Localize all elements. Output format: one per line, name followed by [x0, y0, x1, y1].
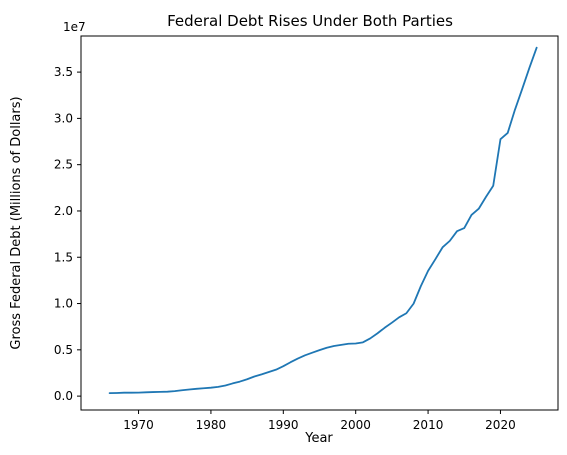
x-tick-label: 1990 — [268, 418, 299, 432]
y-axis-label: Gross Federal Debt (Millions of Dollars) — [9, 96, 24, 349]
series-layer — [108, 46, 538, 395]
y-axis-scale-label: 1e7 — [63, 20, 86, 34]
y-tick-label: 0.0 — [54, 389, 73, 403]
x-axis-label: Year — [304, 431, 333, 446]
y-tick-label: 3.0 — [54, 111, 73, 125]
x-tick-label: 2020 — [485, 418, 516, 432]
y-tick-label: 2.5 — [54, 158, 73, 172]
y-tick-label: 1.0 — [54, 297, 73, 311]
series-line — [108, 46, 538, 395]
y-tick-label: 3.5 — [54, 65, 73, 79]
chart-title: Federal Debt Rises Under Both Parties — [167, 12, 453, 30]
y-axis-ticks: 0.0 0.5 1.0 1.5 2.0 2.5 3.0 3.5 — [54, 65, 81, 403]
x-tick-label: 2000 — [340, 418, 371, 432]
x-axis-ticks: 1970 1980 1990 2000 2010 2020 — [123, 410, 516, 432]
x-tick-label: 1970 — [123, 418, 154, 432]
y-tick-label: 0.5 — [54, 343, 73, 357]
y-tick-label: 1.5 — [54, 250, 73, 264]
plot-frame — [80, 35, 559, 411]
y-tick-label: 2.0 — [54, 204, 73, 218]
x-tick-label: 2010 — [413, 418, 444, 432]
x-tick-label: 1980 — [196, 418, 227, 432]
